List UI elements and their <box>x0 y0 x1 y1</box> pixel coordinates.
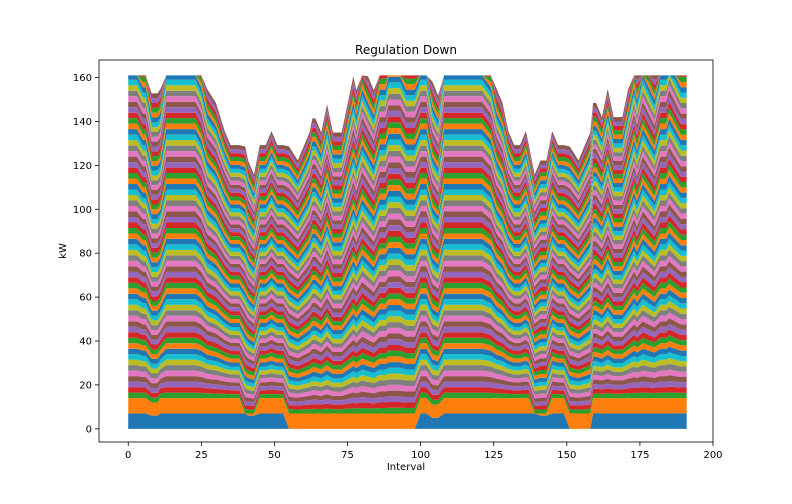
x-tick-label: 150 <box>557 450 576 461</box>
area-layer-13 <box>128 329 687 373</box>
area-layer-41 <box>128 169 687 268</box>
chart-title: Regulation Down <box>355 43 457 57</box>
area-layer-24 <box>128 266 687 332</box>
area-layer-59 <box>128 75 687 201</box>
area-layer-16 <box>128 312 687 362</box>
area-layer-31 <box>128 226 687 306</box>
area-layer-25 <box>128 261 687 328</box>
area-layer-8 <box>128 358 687 392</box>
area-layer-36 <box>128 198 687 287</box>
y-tick-label: 120 <box>73 161 92 172</box>
area-layer-38 <box>128 186 687 280</box>
area-layer-46 <box>128 141 687 250</box>
area-layer-27 <box>128 249 687 321</box>
area-layer-28 <box>128 243 687 317</box>
area-series-group <box>128 75 687 429</box>
x-tick-label: 0 <box>125 450 131 461</box>
y-tick-label: 100 <box>73 205 92 216</box>
area-layer-4 <box>128 380 687 406</box>
area-layer-49 <box>128 124 687 239</box>
area-layer-20 <box>128 289 687 347</box>
area-layer-9 <box>128 352 687 388</box>
area-layer-6 <box>128 369 687 399</box>
x-axis-ticks: 0 25 50 75 100 125 150 175 200 <box>125 442 723 461</box>
y-tick-label: 140 <box>73 117 92 128</box>
area-layer-45 <box>128 146 687 253</box>
x-tick-label: 175 <box>630 450 649 461</box>
area-layer-51 <box>128 112 687 231</box>
area-layer-33 <box>128 215 687 298</box>
area-layer-19 <box>128 295 687 351</box>
area-layer-22 <box>128 278 687 339</box>
area-layer-21 <box>128 283 687 343</box>
area-layer-47 <box>128 135 687 246</box>
area-layer-50 <box>128 118 687 235</box>
area-layer-23 <box>128 272 687 336</box>
area-layer-11 <box>128 341 687 380</box>
area-layer-12 <box>128 335 687 377</box>
area-layer-3 <box>128 386 687 410</box>
x-tick-label: 100 <box>411 450 430 461</box>
area-layer-34 <box>128 209 687 295</box>
area-layer-42 <box>128 164 687 265</box>
area-layer-64 <box>128 75 687 183</box>
x-tick-label: 75 <box>341 450 354 461</box>
x-tick-label: 125 <box>484 450 503 461</box>
area-layer-40 <box>128 175 687 272</box>
area-layer-15 <box>128 318 687 365</box>
area-layer-57 <box>128 78 687 209</box>
area-layer-55 <box>128 89 687 216</box>
area-layer-58 <box>128 75 687 205</box>
area-layer-44 <box>128 152 687 257</box>
area-layer-29 <box>128 238 687 313</box>
area-layer-17 <box>128 306 687 358</box>
area-layer-14 <box>128 323 687 369</box>
area-layer-26 <box>128 255 687 324</box>
area-layer-37 <box>128 192 687 283</box>
area-layer-10 <box>128 346 687 384</box>
area-layer-43 <box>128 158 687 261</box>
area-layer-52 <box>128 106 687 227</box>
y-axis-label: kW <box>58 243 69 259</box>
area-layer-0 <box>128 413 687 429</box>
area-layer-48 <box>128 129 687 242</box>
x-axis-label: Interval <box>387 462 425 473</box>
y-tick-label: 0 <box>86 424 92 435</box>
area-layer-18 <box>128 301 687 354</box>
x-tick-label: 200 <box>703 450 722 461</box>
y-tick-label: 60 <box>79 293 92 304</box>
plot-frame <box>98 59 714 443</box>
area-layer-2 <box>128 392 687 414</box>
area-layer-56 <box>128 84 687 212</box>
x-tick-label: 25 <box>195 450 208 461</box>
area-layer-53 <box>128 101 687 224</box>
area-layer-39 <box>128 181 687 276</box>
area-layer-30 <box>128 232 687 309</box>
area-layer-35 <box>128 204 687 291</box>
area-layer-54 <box>128 95 687 220</box>
y-tick-label: 160 <box>73 73 92 84</box>
y-tick-label: 20 <box>79 380 92 391</box>
y-axis-ticks: 0 20 40 60 80 100 120 140 160 <box>73 73 99 435</box>
y-tick-label: 40 <box>79 337 92 348</box>
area-layer-5 <box>128 375 687 403</box>
x-tick-label: 50 <box>268 450 281 461</box>
area-layer-7 <box>128 363 687 395</box>
y-tick-label: 80 <box>79 249 92 260</box>
area-layer-32 <box>128 221 687 302</box>
